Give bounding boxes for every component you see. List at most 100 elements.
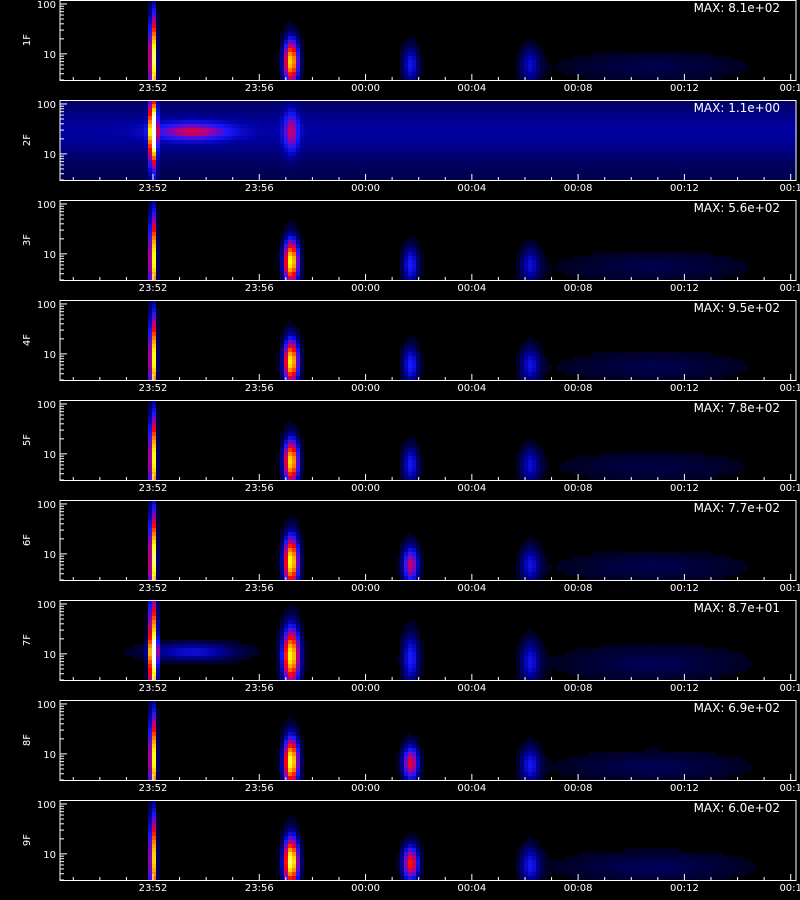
heatmap-cell: [480, 112, 484, 116]
heatmap-cell: [216, 112, 220, 116]
heatmap-cell: [624, 272, 628, 276]
heatmap-cell: [712, 100, 716, 104]
heatmap-cell: [548, 68, 552, 72]
heatmap-cell: [636, 124, 640, 128]
heatmap-cell: [712, 104, 716, 108]
heatmap-cell: [660, 164, 664, 168]
heatmap-cell: [704, 100, 708, 104]
heatmap-cell: [504, 132, 508, 136]
heatmap-cell: [292, 144, 296, 148]
heatmap-cell: [152, 212, 156, 216]
heatmap-cell: [180, 116, 184, 120]
heatmap-cell: [420, 264, 424, 268]
heatmap-cell: [640, 116, 644, 120]
heatmap-cell: [440, 140, 444, 144]
heatmap-cell: [668, 56, 672, 60]
heatmap-cell: [684, 276, 688, 280]
heatmap-cell: [536, 56, 540, 60]
heatmap-cell: [488, 176, 492, 180]
heatmap-cell: [328, 100, 332, 104]
heatmap-cell: [184, 172, 188, 176]
heatmap-cell: [424, 156, 428, 160]
heatmap-cell: [592, 68, 596, 72]
heatmap-cell: [152, 112, 156, 116]
heatmap-cell: [676, 72, 680, 76]
heatmap-cell: [176, 152, 180, 156]
heatmap-cell: [748, 144, 752, 148]
heatmap-cell: [620, 64, 624, 68]
heatmap-cell: [464, 156, 468, 160]
heatmap-cell: [312, 112, 316, 116]
heatmap-cell: [760, 144, 764, 148]
heatmap-cell: [460, 100, 464, 104]
heatmap-cell: [560, 160, 564, 164]
heatmap-cell: [608, 152, 612, 156]
heatmap-cell: [772, 104, 776, 108]
heatmap-cell: [724, 108, 728, 112]
heatmap-cell: [380, 120, 384, 124]
heatmap-cell: [204, 144, 208, 148]
heatmap-cell: [660, 252, 664, 256]
heatmap-cell: [364, 152, 368, 156]
heatmap-cell: [780, 160, 784, 164]
heatmap-cell: [88, 156, 92, 160]
heatmap-cell: [156, 224, 160, 228]
heatmap-cell: [524, 52, 528, 56]
heatmap-cell: [700, 164, 704, 168]
heatmap-cell: [676, 164, 680, 168]
heatmap-cell: [124, 148, 128, 152]
heatmap-cell: [420, 124, 424, 128]
heatmap-cell: [744, 100, 748, 104]
heatmap-cell: [200, 144, 204, 148]
heatmap-cell: [620, 72, 624, 76]
heatmap-cell: [288, 240, 292, 244]
heatmap-cell: [632, 260, 636, 264]
heatmap-cell: [428, 120, 432, 124]
heatmap-cell: [676, 56, 680, 60]
heatmap-cell: [600, 116, 604, 120]
heatmap-cell: [228, 152, 232, 156]
heatmap-cell: [300, 104, 304, 108]
heatmap-cell: [572, 156, 576, 160]
heatmap-cell: [240, 164, 244, 168]
heatmap-cell: [692, 252, 696, 256]
heatmap-cell: [704, 272, 708, 276]
heatmap-cell: [364, 168, 368, 172]
heatmap-cell: [328, 168, 332, 172]
heatmap-cell: [416, 140, 420, 144]
heatmap-cell: [748, 132, 752, 136]
heatmap-cell: [660, 264, 664, 268]
heatmap-cell: [452, 156, 456, 160]
heatmap-cell: [436, 116, 440, 120]
heatmap-cell: [88, 176, 92, 180]
heatmap-cell: [528, 244, 532, 248]
heatmap-cell: [724, 260, 728, 264]
heatmap-cell: [476, 148, 480, 152]
heatmap-cell: [540, 272, 544, 276]
heatmap-cell: [404, 60, 408, 64]
heatmap-cell: [780, 168, 784, 172]
heatmap-cell: [60, 132, 64, 136]
heatmap-cell: [504, 124, 508, 128]
heatmap-cell: [520, 120, 524, 124]
heatmap-cell: [616, 132, 620, 136]
heatmap-cell: [660, 160, 664, 164]
heatmap-cell: [712, 164, 716, 168]
heatmap-cell: [680, 168, 684, 172]
heatmap-cell: [152, 40, 156, 44]
heatmap-cell: [248, 120, 252, 124]
heatmap-cell: [500, 112, 504, 116]
heatmap-cell: [84, 132, 88, 136]
heatmap-cell: [360, 164, 364, 168]
heatmap-cell: [208, 168, 212, 172]
heatmap-cell: [576, 112, 580, 116]
heatmap-cell: [124, 136, 128, 140]
heatmap-cell: [200, 168, 204, 172]
heatmap-cell: [632, 272, 636, 276]
heatmap-cell: [344, 128, 348, 132]
heatmap-cell: [396, 112, 400, 116]
heatmap-cell: [120, 128, 124, 132]
heatmap-cell: [736, 148, 740, 152]
heatmap-cell: [132, 112, 136, 116]
heatmap-cell: [604, 60, 608, 64]
